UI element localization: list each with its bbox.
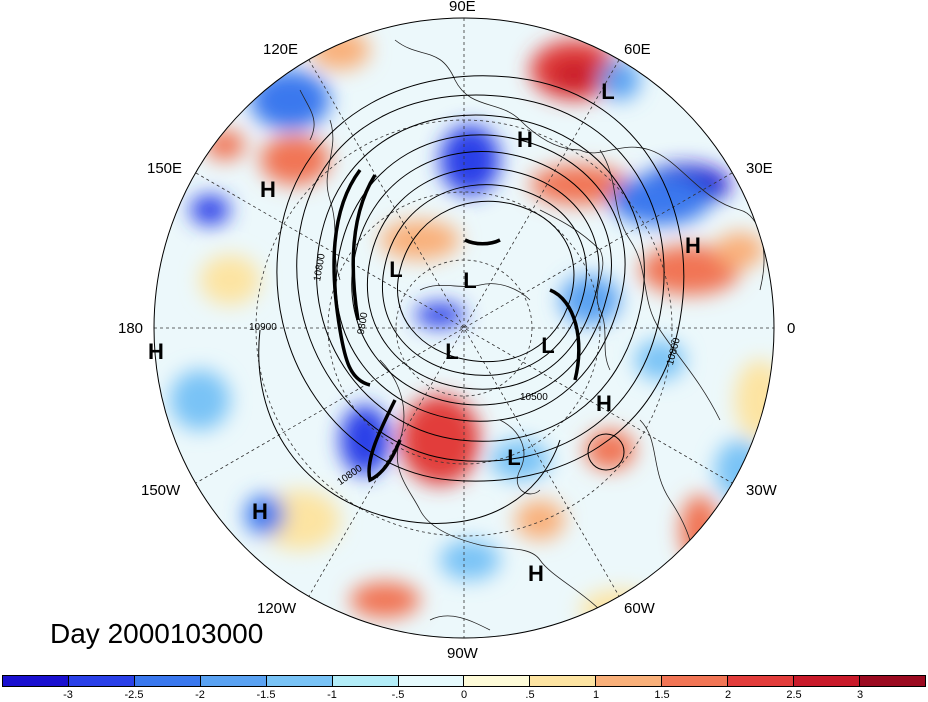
pressure-center-high: H [517,127,533,152]
colorbar-tick-label: 0 [460,689,468,701]
jet-contours [332,168,581,483]
pressure-center-low: L [601,79,615,104]
colorbar-segment [530,676,597,686]
colorbar-segment [68,676,135,686]
pressure-center-high: H [260,177,276,202]
pressure-center-high: H [685,233,701,258]
colorbar-segment [332,676,399,686]
colorbar-tick-label: 1 [592,689,600,701]
colorbar-tick-label: -1.5 [256,689,276,701]
colorbar-segment [398,676,465,686]
colorbar-segment [464,676,531,686]
colorbar-segment [596,676,663,686]
pressure-center-high: H [148,339,164,364]
lon-label-90e: 90E [449,0,476,15]
lon-label-90w: 90W [447,645,478,662]
pressure-center-low: L [389,257,403,282]
colorbar-tick-label: 1.5 [654,689,670,701]
pressure-center-high: H [528,561,544,586]
lon-label-30w: 30W [746,482,777,499]
colorbar-tick-label: -.5 [391,689,405,701]
contour-label: 10900 [249,322,277,333]
map-boundary [153,17,775,639]
lon-label-0: 0 [787,320,796,337]
colorbar-tick-label: -3 [63,689,73,701]
colorbar-segment [200,676,267,686]
pressure-center-high: H [252,499,268,524]
colorbar-tick-label: -1 [327,689,337,701]
lon-label-30e: 30E [746,160,773,177]
colorbar-tick-label: -2 [195,689,205,701]
lon-label-150e: 150E [147,160,183,177]
pressure-center-low: L [463,268,477,293]
colorbar-tick-label: .5 [525,689,535,701]
lon-label-150w: 150W [141,482,181,499]
colorbar-tick-label: 2.5 [786,689,802,701]
pressure-center-low: L [541,333,555,358]
colorbar-tick-label: 3 [856,689,864,701]
colorbar-segment [859,676,925,686]
height-contours [258,75,685,524]
colorbar-segment [662,676,729,686]
polar-stereographic-map [153,17,775,639]
colorbar-segment [266,676,333,686]
lon-label-60e: 60E [624,41,651,58]
meridians [154,18,774,638]
colorbar-tick-label: 2 [724,689,732,701]
colorbar-segment [134,676,201,686]
contour-label: 10500 [520,392,548,403]
lon-label-60w: 60W [624,600,655,617]
colorbar-segment [3,676,69,686]
pressure-center-high: H [596,391,612,416]
colorbar [2,675,926,687]
anomaly-shading [154,18,774,638]
pressure-center-low: L [507,445,521,470]
colorbar-segment [794,676,860,686]
day-label: Day 2000103000 [50,618,264,649]
colorbar-tick-label: -2.5 [124,689,144,701]
colorbar-segment [728,676,795,686]
lon-label-120e: 120E [263,41,299,58]
pressure-center-low: L [445,339,459,364]
lon-label-120w: 120W [257,600,297,617]
lon-label-180: 180 [118,320,144,337]
coastlines [299,39,765,631]
